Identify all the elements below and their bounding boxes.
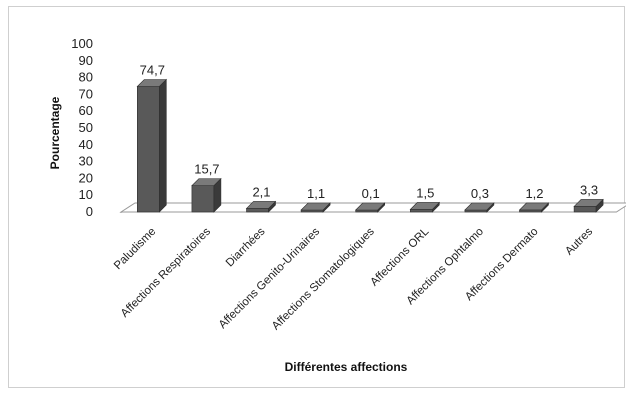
data-label: 0,3	[471, 186, 489, 201]
bar	[300, 202, 331, 213]
category-label: Affections ORL	[368, 225, 431, 288]
bar-front	[573, 206, 597, 213]
bar	[354, 202, 386, 213]
bar-front	[137, 86, 160, 213]
y-tick-label: 100	[71, 36, 93, 51]
chart-frame: 0 10 20 30 40 50 60 70 80 90 100 74,7 15,7 2,1 1,1 0,1…	[8, 6, 626, 388]
y-tick-label: 80	[79, 70, 93, 85]
y-tick-label: 20	[79, 170, 93, 185]
y-tick-label: 30	[79, 154, 93, 169]
bar-top	[245, 201, 277, 209]
bar-top	[354, 202, 386, 211]
bar-front	[409, 209, 433, 213]
data-label: 74,7	[140, 63, 165, 78]
data-label: 1,2	[525, 186, 543, 201]
bar-top	[300, 202, 331, 211]
bar	[464, 202, 495, 213]
data-label: 0,1	[362, 186, 380, 201]
bar-top	[409, 202, 441, 210]
data-label: 2,1	[252, 184, 270, 199]
bar-top	[573, 199, 604, 207]
bar-top	[518, 202, 550, 211]
bar	[136, 78, 168, 213]
bar-front	[191, 185, 215, 213]
data-label: 15,7	[194, 162, 219, 177]
category-label: Paludisme	[112, 226, 158, 272]
data-labels: 74,7 15,7 2,1 1,1 0,1 1,5 0,3 1,2 3,3	[140, 63, 598, 201]
category-label: Affections Respiratoires	[119, 225, 213, 319]
x-axis-title: Différentes affections	[285, 360, 408, 374]
category-label: Affections Stomatologiques	[270, 225, 377, 332]
bar	[191, 177, 222, 213]
y-tick-label: 70	[79, 86, 93, 101]
bar-front	[246, 208, 269, 213]
bar-top	[136, 79, 168, 87]
category-label: Affections Genito-Urinaires	[217, 225, 323, 331]
y-tick-label: 40	[79, 137, 93, 152]
bar	[409, 201, 441, 213]
y-tick-label: 0	[86, 204, 93, 219]
y-tick-label: 10	[79, 187, 93, 202]
data-label: 1,1	[307, 186, 325, 201]
y-axis-title: Pourcentage	[48, 96, 62, 169]
y-tick-label: 60	[79, 103, 93, 118]
data-label: 3,3	[580, 182, 598, 197]
bar-front	[519, 209, 542, 213]
bar-top	[464, 202, 495, 211]
bar	[245, 200, 277, 213]
bar-side	[159, 78, 167, 213]
bar	[573, 198, 604, 213]
category-label: Diarrhées	[224, 225, 268, 269]
y-tick-label: 90	[79, 53, 93, 68]
data-label: 1,5	[416, 185, 434, 200]
bar-top	[191, 178, 222, 186]
bar	[518, 202, 550, 213]
y-tick-label: 50	[79, 120, 93, 135]
category-label: Autres	[563, 225, 595, 257]
bars	[136, 78, 604, 213]
